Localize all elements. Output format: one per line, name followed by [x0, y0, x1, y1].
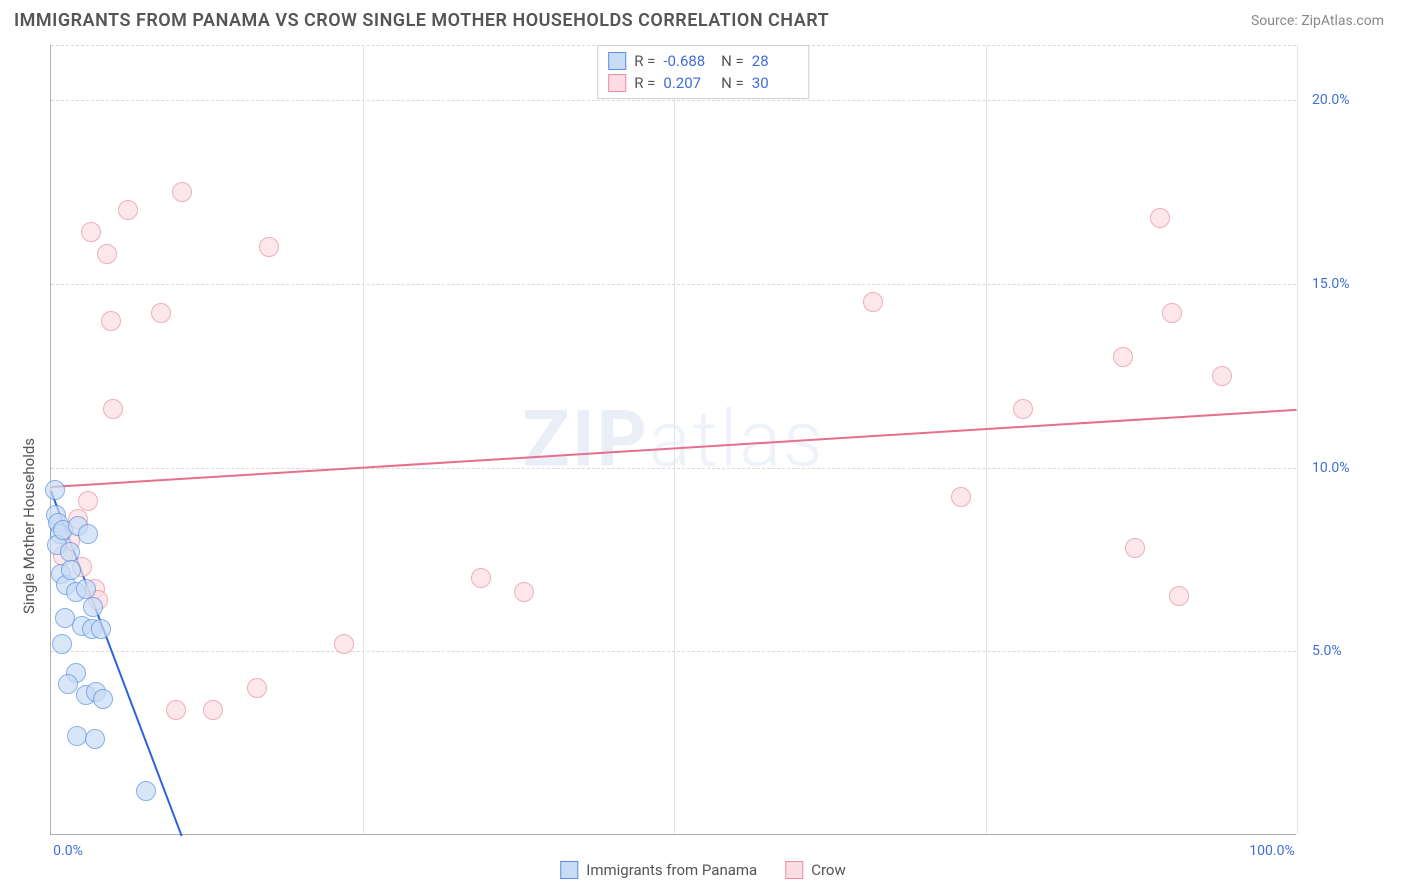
data-point-pink	[1212, 366, 1232, 386]
data-point-pink	[166, 700, 186, 720]
data-point-pink	[151, 303, 171, 323]
legend-item-pink: Crow	[785, 861, 846, 879]
data-point-pink	[514, 582, 534, 602]
gridline-vertical	[1297, 45, 1298, 834]
source-name: ZipAtlas.com	[1301, 13, 1384, 29]
data-point-blue	[93, 689, 113, 709]
legend-label-blue: Immigrants from Panama	[586, 861, 757, 879]
data-point-blue	[85, 729, 105, 749]
data-point-blue	[45, 480, 65, 500]
data-point-blue	[91, 619, 111, 639]
stat-n-label: N =	[717, 72, 743, 94]
series-legend: Immigrants from Panama Crow	[560, 861, 845, 879]
data-point-blue	[76, 579, 96, 599]
data-point-pink	[81, 222, 101, 242]
data-point-blue	[52, 634, 72, 654]
legend-label-pink: Crow	[811, 861, 846, 879]
data-point-blue	[83, 597, 103, 617]
stat-n-value: 30	[752, 72, 798, 94]
y-tick-label: 10.0%	[1312, 460, 1350, 476]
data-point-blue	[61, 560, 81, 580]
data-point-pink	[1113, 347, 1133, 367]
stat-n-value: 28	[752, 50, 798, 72]
data-point-pink	[172, 182, 192, 202]
data-point-pink	[1162, 303, 1182, 323]
gridline-vertical	[674, 45, 675, 834]
gridline-vertical	[363, 45, 364, 834]
data-point-pink	[118, 200, 138, 220]
data-point-pink	[259, 237, 279, 257]
data-point-pink	[1013, 399, 1033, 419]
chart-title: IMMIGRANTS FROM PANAMA VS CROW SINGLE MO…	[14, 10, 829, 31]
legend-row: R = -0.688 N = 28	[608, 50, 798, 72]
legend-item-blue: Immigrants from Panama	[560, 861, 757, 879]
data-point-blue	[136, 781, 156, 801]
data-point-pink	[101, 311, 121, 331]
gridline-vertical	[986, 45, 987, 834]
stat-r-value: 0.207	[663, 72, 709, 94]
y-tick-label: 20.0%	[1312, 92, 1350, 108]
watermark-bold: ZIP	[522, 394, 648, 485]
data-point-pink	[334, 634, 354, 654]
data-point-pink	[951, 487, 971, 507]
legend-swatch	[608, 74, 626, 92]
data-point-blue	[60, 542, 80, 562]
data-point-pink	[97, 244, 117, 264]
data-point-pink	[471, 568, 491, 588]
y-tick-label: 5.0%	[1312, 643, 1342, 659]
source-prefix: Source:	[1251, 13, 1301, 29]
data-point-pink	[247, 678, 267, 698]
data-point-pink	[863, 292, 883, 312]
plot-area: ZIPatlas	[50, 45, 1296, 835]
legend-swatch-blue	[560, 861, 578, 879]
data-point-blue	[78, 524, 98, 544]
chart-area: ZIPatlas Single Mother Households R = -0.…	[0, 37, 1406, 883]
stat-r-label: R =	[634, 72, 655, 94]
data-point-pink	[103, 399, 123, 419]
legend-row: R = 0.207 N = 30	[608, 72, 798, 94]
y-axis-title: Single Mother Households	[20, 438, 38, 614]
correlation-legend: R = -0.688 N = 28 R = 0.207 N = 30	[597, 45, 809, 99]
stat-r-label: R =	[634, 50, 655, 72]
data-point-pink	[1150, 208, 1170, 228]
legend-swatch-pink	[785, 861, 803, 879]
legend-swatch	[608, 52, 626, 70]
chart-header: IMMIGRANTS FROM PANAMA VS CROW SINGLE MO…	[0, 0, 1406, 37]
source-attribution: Source: ZipAtlas.com	[1251, 13, 1384, 29]
data-point-pink	[203, 700, 223, 720]
stat-n-label: N =	[717, 50, 743, 72]
data-point-pink	[1125, 538, 1145, 558]
y-tick-label: 15.0%	[1312, 276, 1350, 292]
data-point-pink	[78, 491, 98, 511]
data-point-pink	[1169, 586, 1189, 606]
x-tick-label: 0.0%	[53, 843, 83, 859]
stat-r-value: -0.688	[663, 50, 709, 72]
x-tick-label: 100.0%	[1249, 843, 1294, 859]
